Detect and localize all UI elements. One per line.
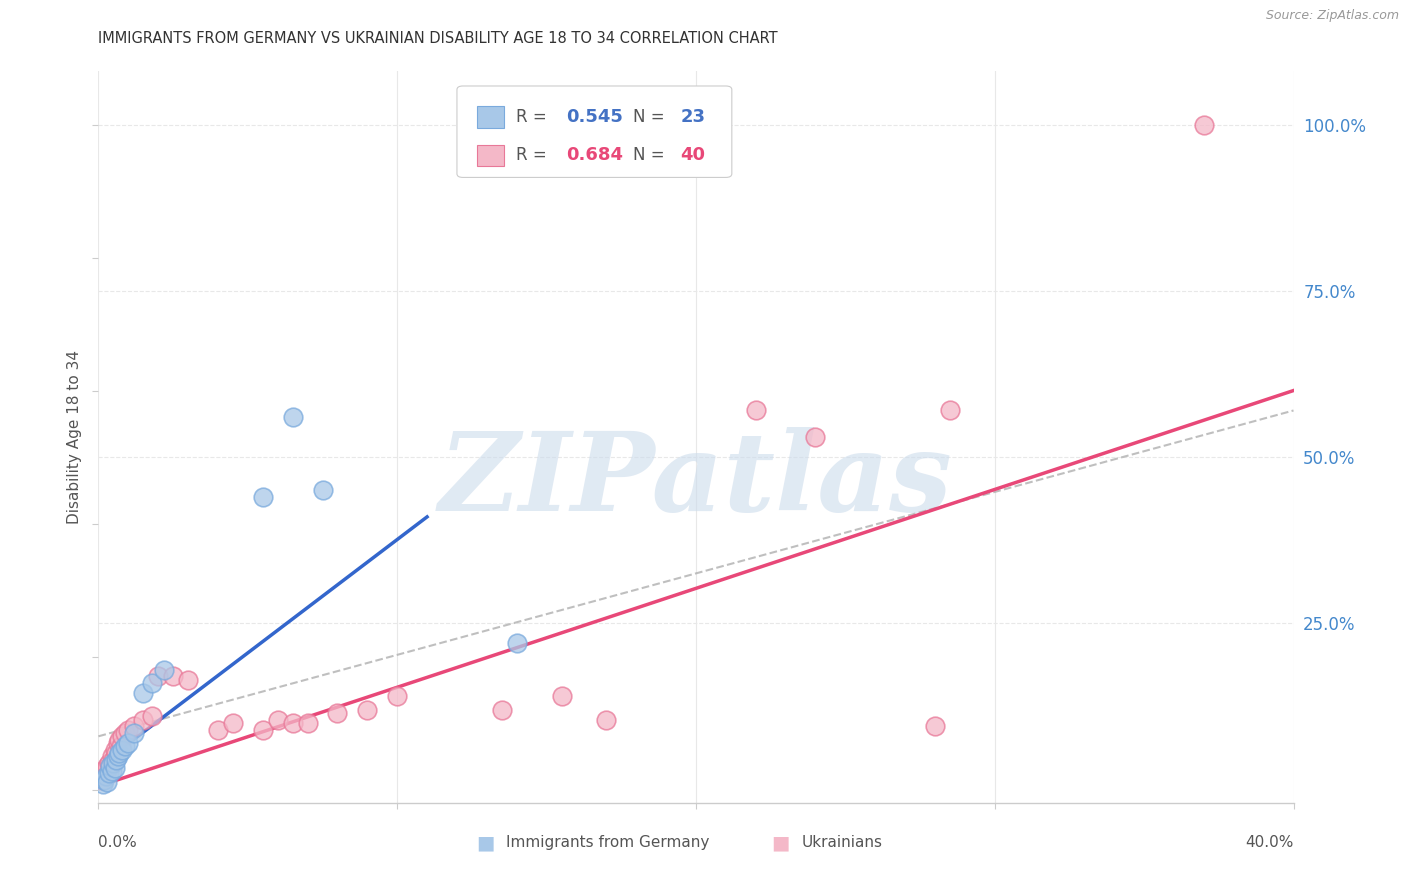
Point [96, 759, 118, 773]
Point [124, 726, 146, 740]
Point [297, 716, 319, 731]
Text: ■: ■ [475, 833, 495, 853]
Point [252, 490, 274, 504]
Point [595, 713, 617, 727]
Point [111, 742, 134, 756]
FancyBboxPatch shape [477, 145, 503, 167]
Point [506, 636, 529, 650]
Text: IMMIGRANTS FROM GERMANY VS UKRAINIAN DISABILITY AGE 18 TO 34 CORRELATION CHART: IMMIGRANTS FROM GERMANY VS UKRAINIAN DIS… [98, 31, 778, 46]
Point [114, 739, 136, 754]
FancyBboxPatch shape [457, 86, 733, 178]
Point [177, 673, 200, 687]
Point [924, 719, 946, 733]
Point [114, 726, 136, 740]
Point [132, 686, 155, 700]
Text: 0.545: 0.545 [565, 109, 623, 127]
Point [148, 669, 170, 683]
Point [103, 753, 125, 767]
Point [111, 729, 134, 743]
Point [101, 749, 124, 764]
Point [222, 716, 245, 731]
Point [104, 761, 127, 775]
Text: Source: ZipAtlas.com: Source: ZipAtlas.com [1265, 9, 1399, 22]
Point [281, 716, 304, 731]
Point [105, 746, 128, 760]
Text: ZIPatlas: ZIPatlas [439, 427, 953, 534]
Point [91, 777, 114, 791]
FancyBboxPatch shape [477, 106, 503, 128]
Point [153, 663, 176, 677]
Point [207, 723, 229, 737]
Y-axis label: Disability Age 18 to 34: Disability Age 18 to 34 [66, 350, 82, 524]
Point [141, 676, 163, 690]
Point [162, 669, 184, 683]
Point [107, 736, 129, 750]
Point [96, 774, 118, 789]
Point [745, 403, 768, 417]
Point [93, 772, 115, 787]
Point [939, 403, 962, 417]
Text: 0.684: 0.684 [565, 146, 623, 164]
Point [103, 756, 125, 770]
Point [252, 723, 274, 737]
Point [108, 746, 131, 760]
Point [97, 765, 120, 780]
Point [91, 765, 114, 780]
Text: 40: 40 [681, 146, 706, 164]
Point [108, 732, 131, 747]
Text: 40.0%: 40.0% [1246, 836, 1294, 850]
Point [117, 723, 139, 737]
Point [491, 703, 513, 717]
Text: R =: R = [516, 109, 551, 127]
Point [141, 709, 163, 723]
Text: 23: 23 [681, 109, 706, 127]
Point [107, 749, 129, 764]
Point [550, 690, 572, 704]
Text: Ukrainians: Ukrainians [801, 836, 883, 850]
Point [356, 703, 378, 717]
Point [110, 739, 132, 754]
Point [281, 410, 304, 425]
Point [124, 719, 146, 733]
Text: R =: R = [516, 146, 551, 164]
Point [326, 706, 349, 720]
Point [100, 759, 122, 773]
Point [385, 690, 409, 704]
Point [117, 736, 139, 750]
Point [132, 713, 155, 727]
Point [311, 483, 333, 498]
Text: Immigrants from Germany: Immigrants from Germany [506, 836, 710, 850]
Point [97, 756, 120, 770]
Point [94, 769, 117, 783]
Point [101, 764, 124, 778]
Text: 0.0%: 0.0% [98, 836, 138, 850]
Point [100, 759, 122, 773]
Text: N =: N = [633, 109, 669, 127]
Point [90, 772, 112, 787]
Point [804, 430, 827, 444]
Point [93, 763, 115, 777]
Point [104, 742, 127, 756]
Point [267, 713, 290, 727]
Text: N =: N = [633, 146, 669, 164]
Point [105, 753, 128, 767]
Text: ■: ■ [770, 833, 790, 853]
Point [1192, 118, 1215, 132]
Point [94, 769, 117, 783]
